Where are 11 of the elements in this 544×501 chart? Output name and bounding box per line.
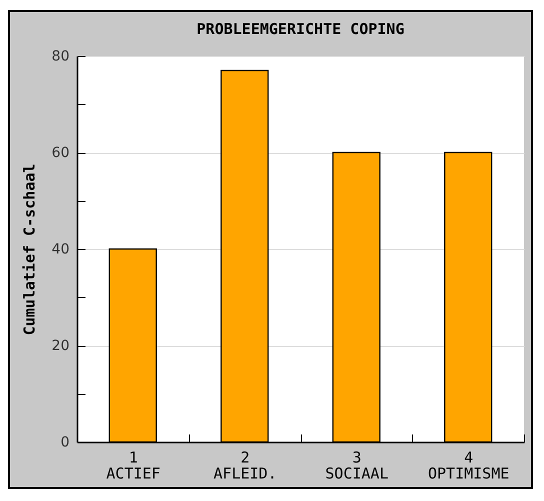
y-tick-label: 80 [52,48,70,64]
y-tick-label: 60 [52,145,70,161]
x-tick-label: 2 AFLEID. [214,448,277,482]
y-axis-title: Cumulatief C-schaal [20,164,39,336]
x-tick-label: 1 ACTIEF [106,448,160,482]
y-tick-label: 40 [52,242,70,258]
y-tick-label: 20 [52,338,70,354]
x-tick-label: 3 SOCIAAL [325,448,388,482]
x-tick-label: 4 OPTIMISME [428,448,510,482]
y-tick-label: 0 [60,434,70,450]
chart-title: PROBLEEMGERICHTE COPING [196,20,404,38]
